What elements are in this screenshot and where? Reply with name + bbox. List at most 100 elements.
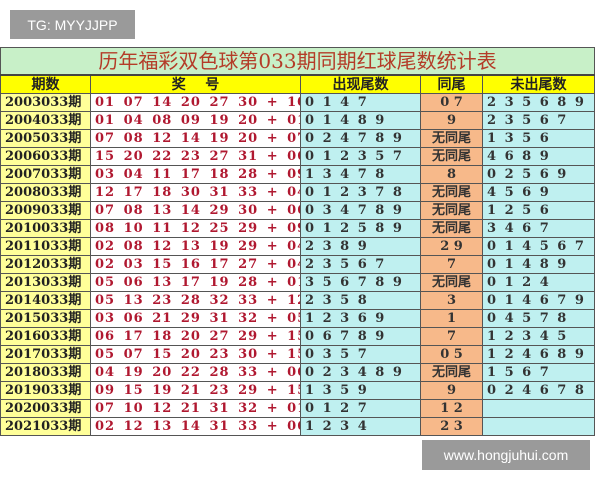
cell-period: 2006033期: [0, 147, 91, 166]
cell-same-tail: 无同尾: [420, 201, 483, 220]
cell-period: 2013033期: [0, 273, 91, 292]
cell-missing-tails: 1 2 3 4 5: [482, 327, 595, 346]
cell-numbers: 05 07 15 20 23 30 + 15: [90, 345, 301, 364]
table-row: 2009033期 07 08 13 14 29 30 + 06 0 3 4 7 8 …: [0, 201, 595, 220]
cell-numbers: 05 06 13 17 19 28 + 01: [90, 273, 301, 292]
cell-appeared-tails: 0 6 7 8 9: [300, 327, 421, 346]
cell-appeared-tails: 0 1 4 8 9: [300, 111, 421, 130]
cell-missing-tails: 4 6 8 9: [482, 147, 595, 166]
cell-missing-tails: 0 1 2 4: [482, 273, 595, 292]
cell-appeared-tails: 0 1 2 5 8 9: [300, 219, 421, 238]
table-row: 2010033期 08 10 11 12 25 29 + 09 0 1 2 5 8 …: [0, 219, 595, 238]
cell-appeared-tails: 1 2 3 6 9: [300, 309, 421, 328]
cell-missing-tails: 2 3 5 6 7: [482, 111, 595, 130]
cell-period: 2005033期: [0, 129, 91, 148]
cell-numbers: 03 06 21 29 31 32 + 05: [90, 309, 301, 328]
cell-same-tail: 无同尾: [420, 147, 483, 166]
cell-numbers: 04 19 20 22 28 33 + 06: [90, 363, 301, 382]
cell-appeared-tails: 0 1 2 7: [300, 399, 421, 418]
header-row: 期数 奖 号 出现尾数 同尾 未出尾数: [0, 74, 595, 94]
cell-missing-tails: [482, 417, 595, 436]
header-appeared-tails: 出现尾数: [300, 74, 421, 94]
cell-numbers: 07 08 12 14 19 20 + 07: [90, 129, 301, 148]
cell-appeared-tails: 0 1 2 3 5 7: [300, 147, 421, 166]
header-period: 期数: [0, 74, 91, 94]
cell-numbers: 07 08 13 14 29 30 + 06: [90, 201, 301, 220]
cell-period: 2014033期: [0, 291, 91, 310]
cell-same-tail: 无同尾: [420, 219, 483, 238]
cell-period: 2015033期: [0, 309, 91, 328]
cell-numbers: 09 15 19 21 23 29 + 15: [90, 381, 301, 400]
cell-numbers: 02 12 13 14 31 33 + 06: [90, 417, 301, 436]
cell-same-tail: 无同尾: [420, 273, 483, 292]
cell-period: 2017033期: [0, 345, 91, 364]
cell-numbers: 03 04 11 17 18 28 + 09: [90, 165, 301, 184]
cell-period: 2011033期: [0, 237, 91, 256]
cell-numbers: 08 10 11 12 25 29 + 09: [90, 219, 301, 238]
cell-numbers: 06 17 18 20 27 29 + 15: [90, 327, 301, 346]
watermark-top: TG: MYYJJPP: [10, 10, 135, 39]
cell-missing-tails: [482, 399, 595, 418]
cell-missing-tails: 0 2 4 6 7 8: [482, 381, 595, 400]
cell-same-tail: 3: [420, 291, 483, 310]
header-numbers: 奖 号: [90, 74, 301, 94]
cell-same-tail: 7: [420, 255, 483, 274]
tail-number-stats-table: 历年福彩双色球第033期同期红球尾数统计表 期数 奖 号 出现尾数 同尾 未出尾…: [0, 47, 595, 436]
cell-appeared-tails: 2 3 5 6 7: [300, 255, 421, 274]
cell-missing-tails: 4 5 6 9: [482, 183, 595, 202]
cell-missing-tails: 1 3 5 6: [482, 129, 595, 148]
cell-appeared-tails: 0 2 3 4 8 9: [300, 363, 421, 382]
cell-period: 2021033期: [0, 417, 91, 436]
table-title: 历年福彩双色球第033期同期红球尾数统计表: [0, 47, 595, 76]
table-row: 2013033期 05 06 13 17 19 28 + 01 3 5 6 7 8 …: [0, 273, 595, 292]
cell-missing-tails: 1 2 5 6: [482, 201, 595, 220]
cell-same-tail: 0 5: [420, 345, 483, 364]
cell-appeared-tails: 0 1 4 7: [300, 93, 421, 112]
header-same-tail: 同尾: [420, 74, 483, 94]
cell-appeared-tails: 0 1 2 3 7 8: [300, 183, 421, 202]
cell-missing-tails: 0 1 4 5 6 7: [482, 237, 595, 256]
cell-period: 2007033期: [0, 165, 91, 184]
cell-numbers: 02 03 15 16 17 27 + 04: [90, 255, 301, 274]
cell-same-tail: 2 3: [420, 417, 483, 436]
cell-numbers: 07 10 12 21 31 32 + 01: [90, 399, 301, 418]
cell-same-tail: 0 7: [420, 93, 483, 112]
cell-missing-tails: 2 3 5 6 8 9: [482, 93, 595, 112]
cell-appeared-tails: 0 3 5 7: [300, 345, 421, 364]
cell-period: 2010033期: [0, 219, 91, 238]
cell-missing-tails: 1 5 6 7: [482, 363, 595, 382]
table-row: 2005033期 07 08 12 14 19 20 + 07 0 2 4 7 8 …: [0, 129, 595, 148]
table-row: 2006033期 15 20 22 23 27 31 + 06 0 1 2 3 5 …: [0, 147, 595, 166]
table-row: 2008033期 12 17 18 30 31 33 + 04 0 1 2 3 7 …: [0, 183, 595, 202]
cell-missing-tails: 1 2 4 6 8 9: [482, 345, 595, 364]
cell-appeared-tails: 1 2 3 4: [300, 417, 421, 436]
cell-missing-tails: 0 1 4 6 7 9: [482, 291, 595, 310]
cell-appeared-tails: 0 3 4 7 8 9: [300, 201, 421, 220]
cell-appeared-tails: 0 2 4 7 8 9: [300, 129, 421, 148]
cell-appeared-tails: 3 5 6 7 8 9: [300, 273, 421, 292]
cell-period: 2009033期: [0, 201, 91, 220]
cell-period: 2003033期: [0, 93, 91, 112]
cell-numbers: 15 20 22 23 27 31 + 06: [90, 147, 301, 166]
cell-same-tail: 8: [420, 165, 483, 184]
cell-missing-tails: 0 2 5 6 9: [482, 165, 595, 184]
cell-appeared-tails: 2 3 8 9: [300, 237, 421, 256]
cell-missing-tails: 0 1 4 8 9: [482, 255, 595, 274]
cell-numbers: 05 13 23 28 32 33 + 12: [90, 291, 301, 310]
cell-missing-tails: 0 4 5 7 8: [482, 309, 595, 328]
cell-period: 2008033期: [0, 183, 91, 202]
cell-period: 2018033期: [0, 363, 91, 382]
cell-appeared-tails: 1 3 4 7 8: [300, 165, 421, 184]
cell-same-tail: 无同尾: [420, 129, 483, 148]
cell-appeared-tails: 1 3 5 9: [300, 381, 421, 400]
